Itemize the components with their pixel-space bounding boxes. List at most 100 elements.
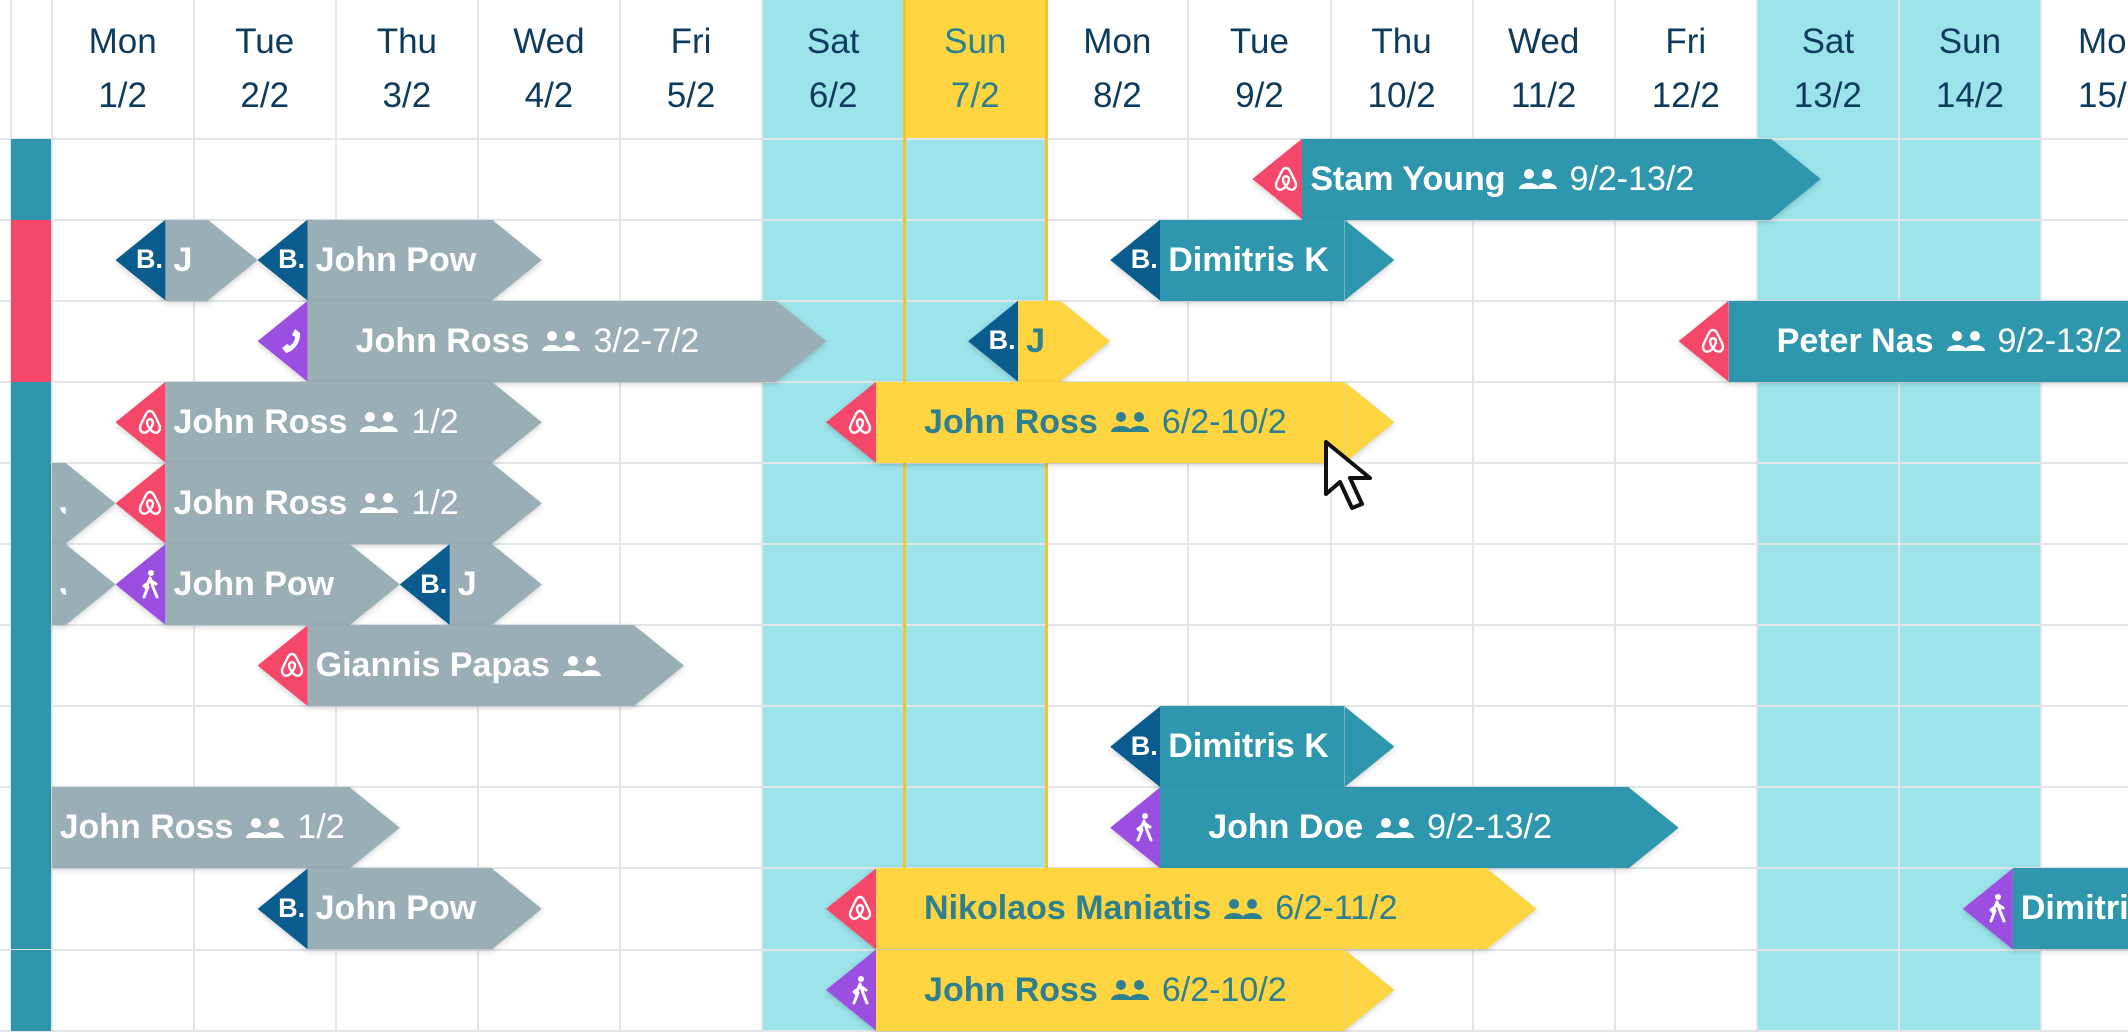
people-icon — [550, 655, 614, 677]
booking-label: John Ross 6/2-10/2 — [876, 949, 1345, 1031]
booking-label: John Ross 6/2-10/2 — [876, 381, 1345, 463]
day-date: 9/2 — [1235, 76, 1284, 115]
room-status-indicator — [11, 949, 51, 1031]
booking-bar[interactable]: J — [51, 462, 116, 544]
grid-line — [0, 543, 2128, 545]
guest-name: John Pow — [315, 240, 477, 279]
grid-line — [2040, 0, 2042, 1032]
day-date: 14/2 — [1935, 76, 2004, 115]
bar-end-arrow — [491, 381, 542, 463]
day-header[interactable]: Fri 5/2 — [620, 0, 762, 138]
booking-bar[interactable]: John Ross 3/2-7/2 — [257, 300, 827, 382]
guest-name: Stam Young — [1310, 159, 1506, 198]
booking-bar[interactable]: Peter Nas 9/2-13/2 — [1678, 300, 2128, 382]
guest-name: John Pow — [173, 565, 335, 603]
booking-bar[interactable]: John Doe 9/2-13/2 — [1110, 787, 1679, 869]
guest-name: J — [60, 484, 66, 523]
people-icon — [1098, 979, 1162, 1001]
booking-bar[interactable]: B. J — [399, 544, 542, 625]
grid-line — [0, 461, 2128, 464]
booking-bar[interactable]: J — [51, 544, 116, 625]
booking-bar[interactable]: Nikolaos Maniatis 6/2-11/2 — [826, 868, 1537, 950]
booking-bar[interactable]: Stam Young 9/2-13/2 — [1252, 138, 1821, 220]
day-header[interactable]: Mon 15/2 — [2041, 0, 2128, 138]
day-header[interactable]: Thu 3/2 — [336, 0, 478, 138]
airbnb-icon — [1699, 327, 1727, 355]
day-header[interactable]: Fri 12/2 — [1615, 0, 1757, 138]
day-name: Fri — [1665, 22, 1707, 61]
people-icon — [1506, 168, 1570, 190]
guest-name: Giannis Papas — [315, 646, 550, 685]
guest-name: John Ross — [173, 483, 348, 522]
walking-person-icon — [846, 975, 874, 1004]
booking-bar[interactable]: John Pow — [115, 544, 400, 625]
booking-icon: B. — [1130, 244, 1158, 275]
date-range: 9/2-13/2 — [1569, 159, 1695, 198]
bar-end-arrow — [1344, 219, 1395, 301]
guest-name: Nikolaos Maniatis — [924, 889, 1212, 928]
booking-label: Dimitris K — [1160, 219, 1345, 301]
booking-label: Giannis Papas — [307, 625, 634, 707]
weekend-column — [1898, 0, 2041, 1032]
bar-end-arrow — [1344, 706, 1395, 788]
booking-label: John Doe 9/2-13/2 — [1160, 787, 1629, 869]
booking-bar[interactable]: B. J — [968, 300, 1111, 382]
people-icon — [1934, 330, 1998, 352]
booking-bar[interactable]: John Ross 1/2 — [51, 787, 400, 869]
date-range: 6/2-10/2 — [1161, 970, 1287, 1009]
day-header[interactable]: Mon 8/2 — [1046, 0, 1188, 138]
booking-icon: B. — [988, 325, 1016, 356]
booking-bar[interactable]: John Ross 1/2 — [115, 381, 542, 463]
guest-name: J — [1026, 321, 1046, 360]
room-status-indicator — [11, 706, 51, 788]
booking-bar[interactable]: B. Dimitris K — [1110, 706, 1395, 788]
booking-label: Dimitris K — [1160, 706, 1345, 788]
grid-line — [0, 786, 2128, 789]
guest-name: Dimitris K — [2020, 889, 2128, 928]
date-range: 9/2-13/2 — [1997, 321, 2123, 360]
airbnb-icon — [278, 651, 306, 679]
guest-name: John Ross — [924, 970, 1098, 1009]
phone-icon — [278, 327, 306, 355]
booking-label: J — [1018, 300, 1061, 382]
bar-end-arrow — [491, 219, 542, 301]
day-date: 8/2 — [1093, 76, 1142, 115]
day-header[interactable]: Tue 2/2 — [194, 0, 336, 138]
booking-bar[interactable]: Dimitris K — [1962, 868, 2128, 950]
bar-end-arrow — [1060, 300, 1111, 382]
booking-bar[interactable]: B. J — [115, 219, 258, 301]
day-header[interactable]: Sun 14/2 — [1899, 0, 2041, 138]
day-header[interactable]: Sun 7/2 — [904, 0, 1047, 138]
booking-bar[interactable]: John Ross 1/2 — [115, 462, 542, 544]
day-header[interactable]: Thu 10/2 — [1331, 0, 1473, 138]
bar-end-arrow — [776, 300, 827, 382]
booking-label: John Ross 3/2-7/2 — [307, 300, 777, 382]
day-date: 7/2 — [950, 76, 1000, 115]
room-status-indicator — [11, 544, 51, 626]
bar-end-arrow — [1628, 787, 1679, 869]
booking-bar[interactable]: B. John Pow — [257, 219, 542, 301]
day-date: 4/2 — [524, 76, 574, 115]
day-name: Tue — [1229, 22, 1289, 61]
booking-bar[interactable]: Giannis Papas — [257, 625, 684, 707]
day-header[interactable]: Wed 4/2 — [478, 0, 620, 138]
day-header[interactable]: Mon 1/2 — [52, 0, 194, 138]
booking-bar[interactable]: John Ross 6/2-10/2 — [826, 381, 1395, 463]
day-header[interactable]: Tue 9/2 — [1188, 0, 1330, 138]
bar-end-arrow — [65, 462, 116, 544]
grid-line — [1897, 0, 1900, 1032]
booking-bar[interactable]: B. John Pow — [257, 868, 542, 950]
bar-end-arrow — [207, 219, 258, 301]
booking-bar[interactable]: John Ross 6/2-10/2 — [826, 949, 1395, 1031]
date-range: 1/2 — [297, 808, 345, 847]
day-header[interactable]: Sat 6/2 — [762, 0, 904, 138]
day-name: Sun — [944, 22, 1007, 61]
day-header[interactable]: Sat 13/2 — [1757, 0, 1899, 138]
room-status-indicator — [11, 868, 51, 950]
bar-end-arrow — [491, 544, 542, 625]
bar-end-arrow — [1344, 949, 1395, 1031]
guest-name: J — [60, 565, 66, 604]
day-header[interactable]: Wed 11/2 — [1473, 0, 1615, 138]
booking-bar[interactable]: B. Dimitris K — [1110, 219, 1395, 301]
people-icon — [1098, 411, 1162, 433]
